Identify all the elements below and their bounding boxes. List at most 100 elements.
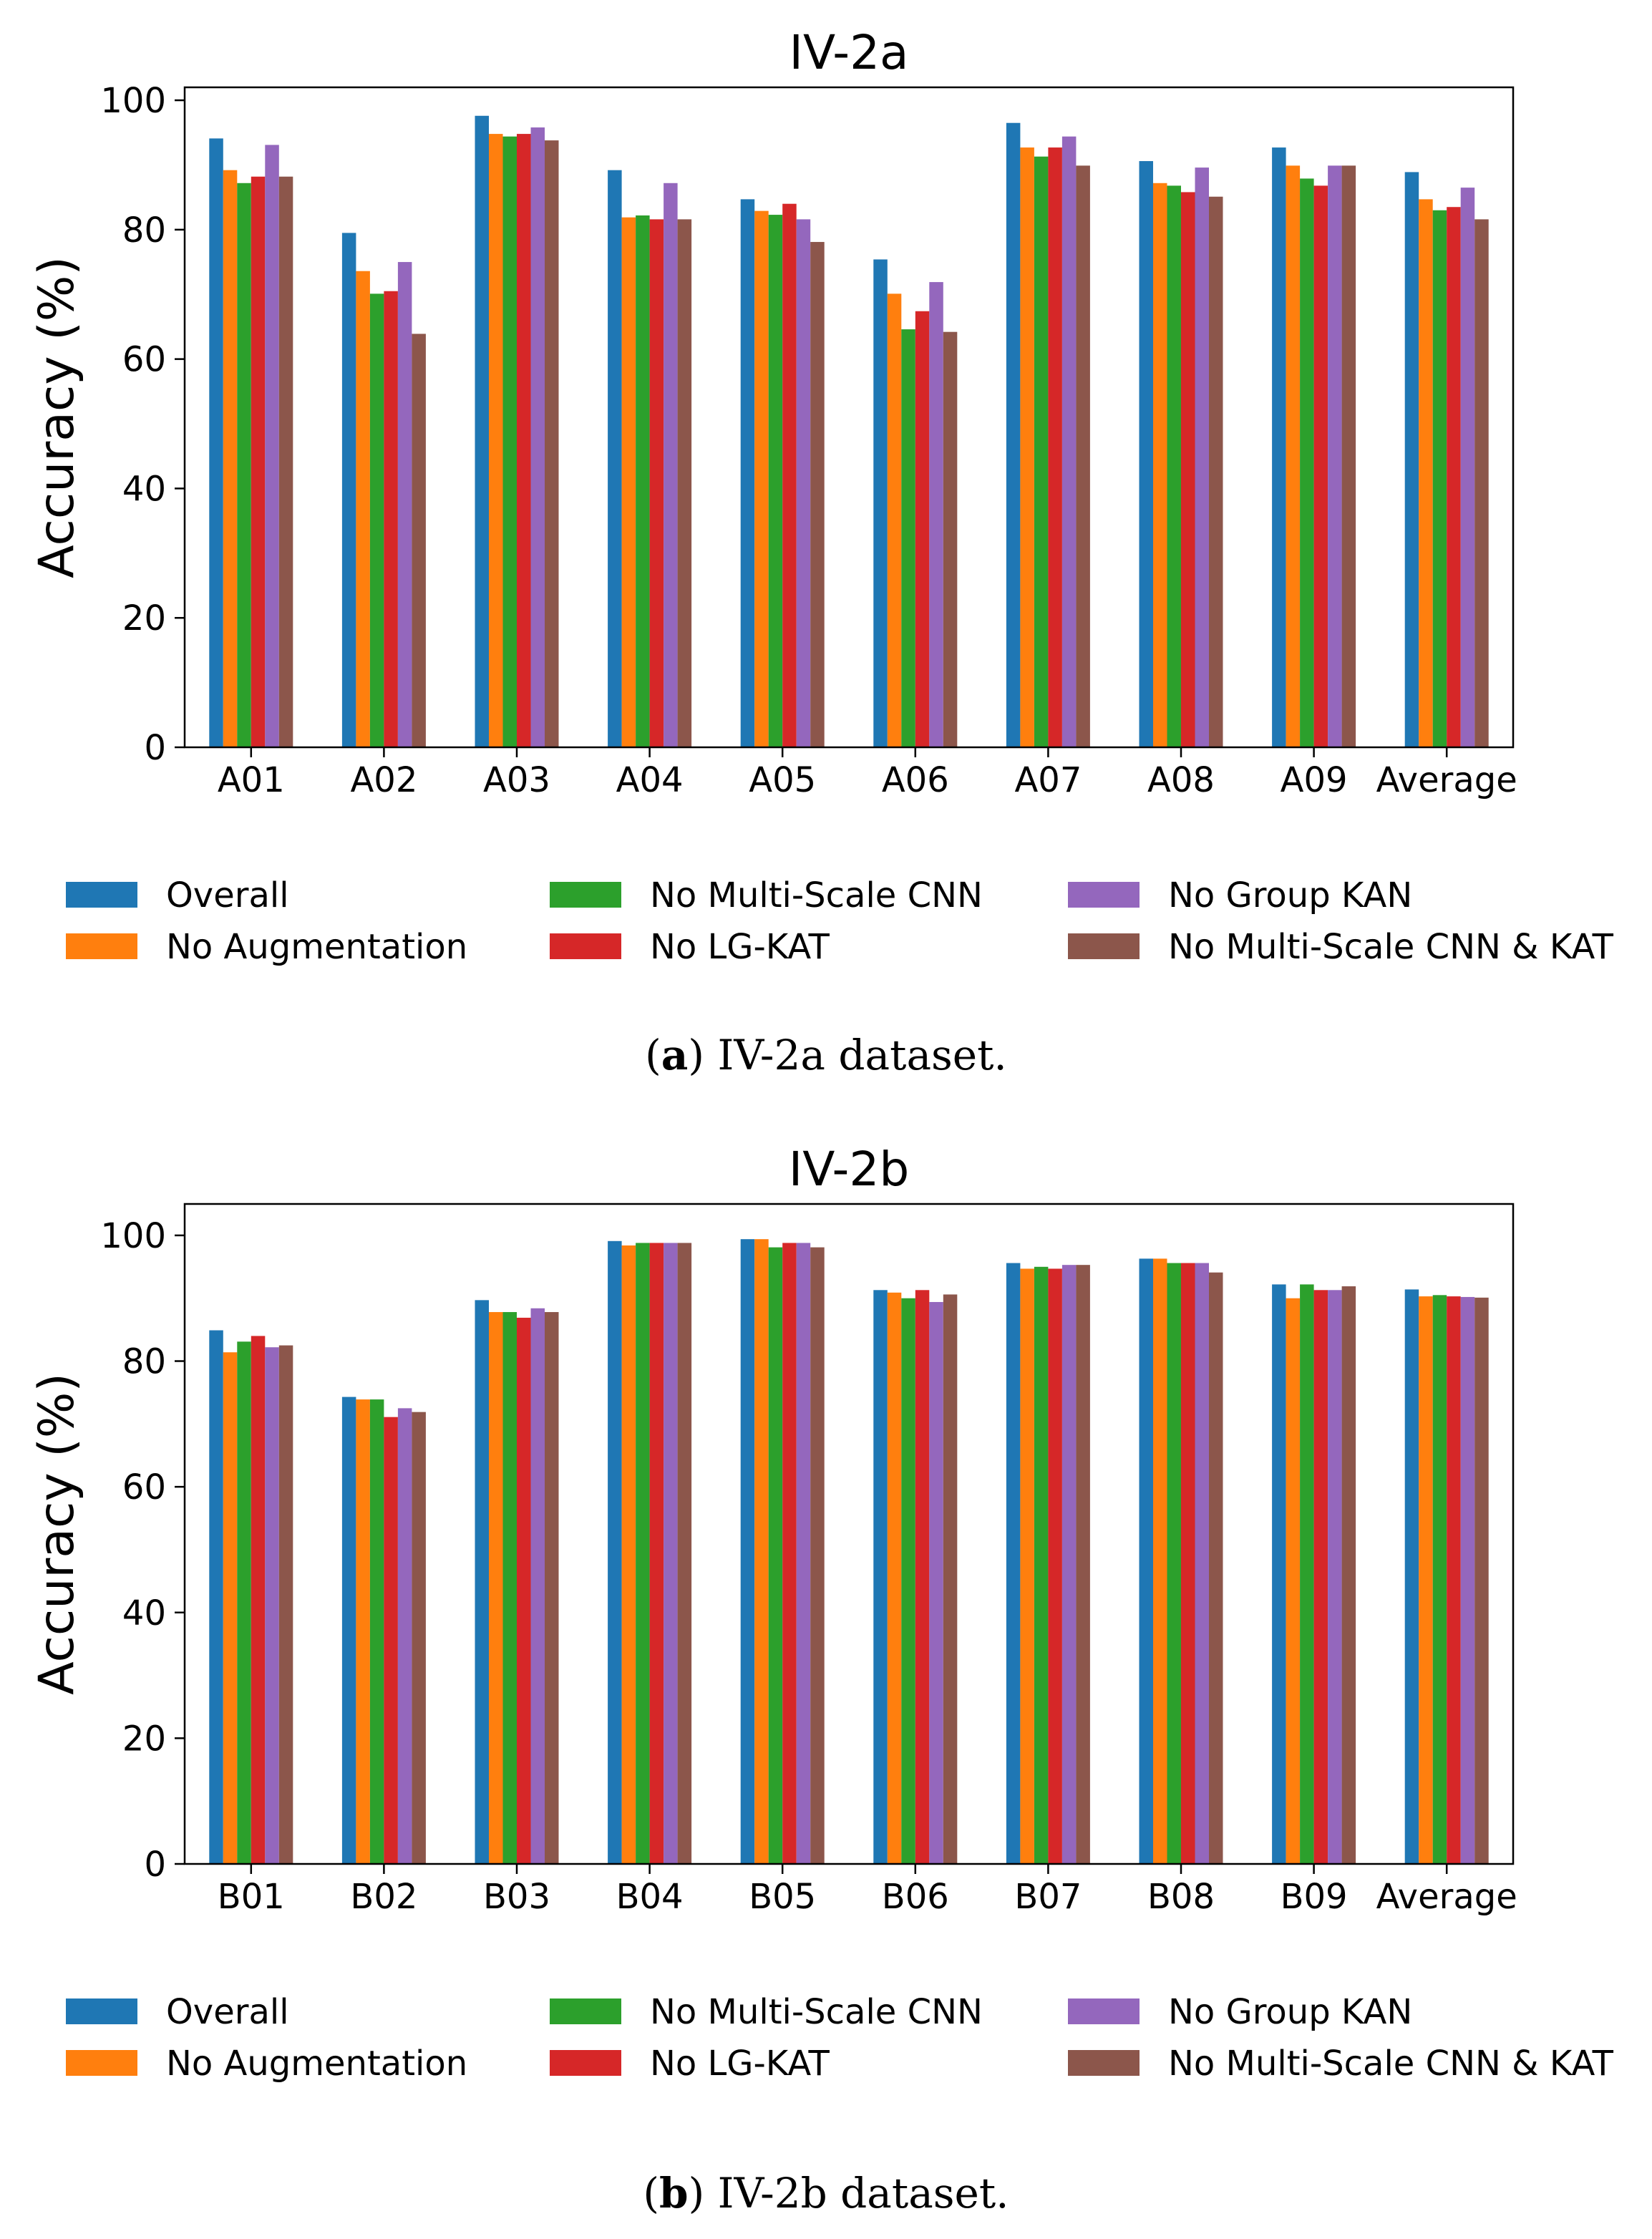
bar-average-series-4 [1460,1296,1475,1864]
bar-a06-series-3 [915,311,930,748]
bar-b04-series-5 [677,1243,692,1864]
x-tick-label-b09: B09 [1281,1877,1348,1917]
bar-a03-series-2 [502,136,517,747]
bar-average-series-1 [1419,199,1433,747]
bar-a01-series-0 [209,138,223,748]
bar-a09-series-2 [1300,178,1314,747]
bar-b08-series-1 [1153,1258,1167,1864]
legend-label: No Multi-Scale CNN [650,875,983,915]
bar-b07-series-3 [1048,1268,1062,1864]
bar-a01-series-4 [265,145,279,747]
bar-b05-series-0 [740,1239,755,1864]
y-tick-label: 100 [100,1216,166,1256]
legend-swatch [66,933,137,959]
x-tick-label-b03: B03 [483,1877,550,1917]
y-tick-label: 60 [122,340,166,380]
legend-label: No Group KAN [1168,875,1412,915]
bar-average-series-5 [1474,219,1489,747]
bar-a07-series-1 [1020,147,1034,748]
bar-a08-series-5 [1209,196,1223,747]
bar-average-series-3 [1447,207,1461,748]
bar-average-series-1 [1419,1296,1433,1864]
bar-b03-series-4 [530,1308,545,1864]
legend-label: No LG-KAT [650,2044,830,2084]
legend-label: No Multi-Scale CNN [650,1992,983,2032]
bar-a04-series-2 [636,215,650,748]
x-tick-label-a07: A07 [1014,760,1082,800]
bar-b05-series-3 [782,1243,797,1864]
bar-b08-series-5 [1209,1272,1223,1864]
bar-a03-series-4 [530,127,545,747]
bar-average-series-2 [1432,1295,1447,1864]
bar-b07-series-5 [1076,1265,1090,1864]
legend-label: No Multi-Scale CNN & KAT [1168,927,1614,967]
legend-swatch [1068,882,1140,908]
bar-a04-series-1 [621,217,636,747]
bar-chart-iv2a: IV-2a 0 20 40 60 80 100 A01 A02 A03 A04 A05 A06 A07 A0… [29,25,1614,967]
bar-b06-series-4 [929,1301,943,1864]
bar-a04-series-0 [608,170,622,747]
bar-a01-series-2 [237,183,251,747]
bar-b04-series-1 [621,1245,636,1864]
bar-average-series-5 [1474,1297,1489,1864]
x-tick-label-b01: B01 [218,1877,285,1917]
legend-label: No Multi-Scale CNN & KAT [1168,2044,1614,2084]
x-tick-label-a08: A08 [1147,760,1215,800]
bar-a04-series-5 [677,219,692,747]
legend-swatch [550,2050,621,2076]
bar-b06-series-1 [887,1292,902,1864]
bar-a09-series-5 [1341,165,1356,747]
x-tick-label-b04: B04 [616,1877,684,1917]
bar-a05-series-5 [810,242,825,748]
bar-a02-series-4 [397,262,412,747]
y-tick-label: 0 [144,728,166,768]
bar-a03-series-1 [489,134,503,748]
bar-b07-series-0 [1006,1263,1021,1864]
x-tick-label-a04: A04 [616,760,684,800]
y-tick-label: 100 [100,81,166,121]
x-tick-label-b06: B06 [882,1877,949,1917]
x-tick-label-a03: A03 [483,760,550,800]
legend-swatch [550,882,621,908]
bar-a07-series-3 [1048,147,1062,748]
legend-label: No LG-KAT [650,927,830,967]
bar-average-series-2 [1432,210,1447,747]
chart-title: IV-2b [789,1142,909,1197]
bar-b07-series-4 [1061,1265,1077,1864]
y-tick-label: 0 [144,1845,166,1885]
bar-average-series-0 [1404,1289,1419,1864]
bar-chart-iv2b: IV-2b 0 20 40 60 80 100 B01 B02 B03 B04 B05 B06 B07 B0… [29,1142,1614,2084]
bar-a06-series-5 [943,331,958,747]
bar-a05-series-3 [782,203,797,747]
bar-a09-series-3 [1313,185,1328,747]
bar-a01-series-5 [278,176,293,747]
bar-b06-series-5 [943,1294,958,1864]
bar-b06-series-2 [901,1298,915,1864]
bar-b02-series-2 [369,1399,384,1864]
bar-b02-series-5 [412,1412,426,1864]
chart-panel-iv2a: IV-2a 0 20 40 60 80 100 A01 A02 A03 A04 A05 A06 A07 A0… [0,0,1652,1117]
bar-b09-series-0 [1272,1284,1286,1864]
bar-a07-series-5 [1076,165,1090,747]
bar-b04-series-3 [649,1243,664,1864]
plot-frame [183,1203,1515,1865]
bar-a06-series-2 [901,329,915,748]
bar-b03-series-0 [475,1300,489,1864]
bar-a08-series-3 [1181,192,1195,747]
bar-a02-series-3 [384,291,398,747]
bar-a05-series-1 [754,210,769,747]
bar-a04-series-4 [664,183,678,747]
bar-b08-series-3 [1181,1263,1195,1864]
legend-label: No Augmentation [166,2044,467,2084]
bar-a01-series-3 [251,176,266,747]
bar-a02-series-5 [412,334,426,747]
bar-a03-series-3 [517,134,531,748]
y-tick-label: 60 [122,1467,166,1507]
bar-a01-series-1 [223,170,238,747]
x-tick-label-a01: A01 [218,760,285,800]
plot-frame [183,86,1515,749]
bar-b02-series-3 [384,1417,398,1864]
caption-b: (b) IV-2b dataset. [643,2169,1009,2218]
bar-b01-series-5 [278,1345,293,1864]
legend-swatch [550,1998,621,2024]
